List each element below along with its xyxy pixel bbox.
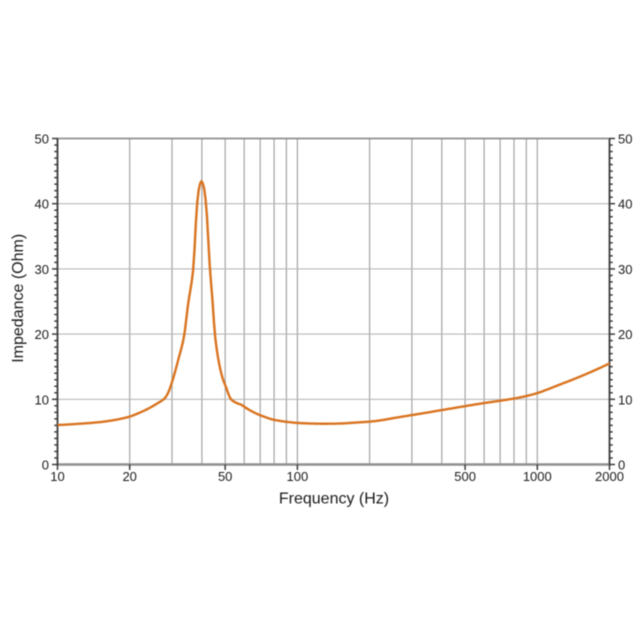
svg-text:20: 20 xyxy=(35,327,49,342)
svg-text:40: 40 xyxy=(35,197,49,212)
svg-text:30: 30 xyxy=(618,262,632,277)
svg-text:10: 10 xyxy=(35,392,49,407)
svg-text:2000: 2000 xyxy=(595,469,624,484)
svg-text:500: 500 xyxy=(454,469,476,484)
svg-text:30: 30 xyxy=(35,262,49,277)
svg-text:Frequency (Hz): Frequency (Hz) xyxy=(279,491,389,508)
svg-text:20: 20 xyxy=(618,327,632,342)
svg-text:Impedance (Ohm): Impedance (Ohm) xyxy=(10,234,27,363)
svg-text:10: 10 xyxy=(618,392,632,407)
svg-text:50: 50 xyxy=(218,469,232,484)
svg-text:50: 50 xyxy=(618,132,632,147)
svg-text:50: 50 xyxy=(35,132,49,147)
svg-text:40: 40 xyxy=(618,197,632,212)
svg-text:0: 0 xyxy=(42,458,49,473)
svg-text:100: 100 xyxy=(287,469,309,484)
svg-text:10: 10 xyxy=(50,469,64,484)
svg-text:1000: 1000 xyxy=(523,469,552,484)
svg-text:0: 0 xyxy=(618,458,625,473)
svg-text:20: 20 xyxy=(122,469,136,484)
